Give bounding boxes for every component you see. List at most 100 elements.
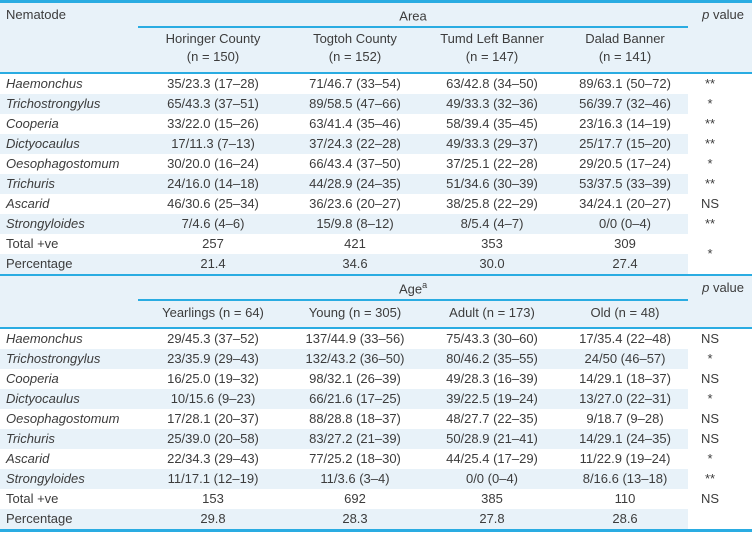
value-cell: 8/5.4 (4–7) [422, 214, 562, 234]
value-cell: 48/27.7 (22–35) [422, 409, 562, 429]
table-row: Cooperia 16/25.0 (19–32) 98/32.1 (26–39) 49… [0, 369, 752, 389]
age-group-superscript: a [422, 280, 428, 290]
value-cell: 29/20.5 (17–24) [562, 154, 689, 174]
column-header-yearlings: Yearlings (n = 64) [138, 300, 288, 329]
value-cell: 9/18.7 (9–28) [562, 409, 689, 429]
value-cell: 50/28.9 (21–41) [422, 429, 562, 449]
p-value-cell: ** [688, 134, 752, 154]
p-value-header-rest-age: value [709, 280, 745, 295]
value-cell: 28.6 [562, 509, 689, 531]
table-row: Oesophagostomum 30/20.0 (16–24) 66/43.4 (3… [0, 154, 752, 174]
table-row: Total +ve 257 421 353 309 * [0, 234, 752, 276]
p-value-cell: * [688, 234, 752, 276]
value-cell: 14/29.1 (18–37) [562, 369, 689, 389]
area-group-header: Area [138, 1, 689, 28]
value-cell: 14/29.1 (24–35) [562, 429, 689, 449]
row-label: Cooperia [0, 369, 138, 389]
p-value-cell: NS [688, 328, 752, 349]
value-cell: 153 [138, 489, 288, 509]
column-header-old: Old (n = 48) [562, 300, 689, 329]
value-cell: 44/28.9 (24–35) [288, 174, 422, 194]
table-row: Trichostrongylus 23/35.9 (29–43) 132/43.2 … [0, 349, 752, 369]
value-cell: 27.4 [562, 254, 689, 276]
value-cell: 34/24.1 (20–27) [562, 194, 689, 214]
age-columns-row: Yearlings (n = 64) Young (n = 305) Adult… [0, 300, 752, 329]
value-cell: 63/41.4 (35–46) [288, 114, 422, 134]
value-cell: 23/35.9 (29–43) [138, 349, 288, 369]
value-cell: 17/11.3 (7–13) [138, 134, 288, 154]
value-cell: 30/20.0 (16–24) [138, 154, 288, 174]
value-cell: 17/28.1 (20–37) [138, 409, 288, 429]
p-value-cell: NS [688, 194, 752, 214]
value-cell: 353 [422, 234, 562, 254]
table-row: Ascarid 46/30.6 (25–34) 36/23.6 (20–27) 38/… [0, 194, 752, 214]
column-header-tumd: Tumd Left Banner (n = 147) [422, 27, 562, 74]
age-group-header: Agea [138, 275, 689, 301]
column-header-togtoh: Togtoh County (n = 152) [288, 27, 422, 74]
row-label: Trichostrongylus [0, 94, 138, 114]
area-group-row: Nematode Area p value [0, 1, 752, 74]
row-label: Percentage [0, 254, 138, 276]
p-value-header-rest: value [709, 7, 745, 22]
value-cell: 36/23.6 (20–27) [288, 194, 422, 214]
row-label: Total +ve [0, 489, 138, 509]
table-row: Cooperia 33/22.0 (15–26) 63/41.4 (35–46) 58… [0, 114, 752, 134]
area-header: Nematode Area p value Horinger County (n … [0, 1, 752, 74]
row-label: Strongyloides [0, 469, 138, 489]
p-value-cell: NS [688, 409, 752, 429]
table-row: Trichuris 25/39.0 (20–58) 83/27.2 (21–39) 5… [0, 429, 752, 449]
p-value-cell: ** [688, 114, 752, 134]
value-cell: 15/9.8 (8–12) [288, 214, 422, 234]
row-label: Ascarid [0, 194, 138, 214]
value-cell: 421 [288, 234, 422, 254]
area-section-body: Haemonchus 35/23.3 (17–28) 71/46.7 (33–54)… [0, 73, 752, 276]
table-row: Percentage 29.8 28.3 27.8 28.6 [0, 509, 752, 531]
value-cell: 137/44.9 (33–56) [288, 328, 422, 349]
value-cell: 24/50 (46–57) [562, 349, 689, 369]
value-cell: 30.0 [422, 254, 562, 276]
value-cell: 10/15.6 (9–23) [138, 389, 288, 409]
table-row: Ascarid 22/34.3 (29–43) 77/25.2 (18–30) 44/… [0, 449, 752, 469]
value-cell: 63/42.8 (34–50) [422, 73, 562, 94]
row-label: Dictyocaulus [0, 389, 138, 409]
value-cell: 53/37.5 (33–39) [562, 174, 689, 194]
age-section-body: Haemonchus 29/45.3 (37–52) 137/44.9 (33–56… [0, 328, 752, 531]
area-columns-row: Horinger County (n = 150) Togtoh County (n… [0, 27, 752, 74]
age-header: Agea p value Yearlings (n = 64) Young (n… [0, 275, 752, 329]
column-header-adult: Adult (n = 173) [422, 300, 562, 329]
p-value-header-age: p value [688, 275, 752, 329]
row-label: Cooperia [0, 114, 138, 134]
value-cell: 0/0 (0–4) [422, 469, 562, 489]
value-cell: 17/35.4 (22–48) [562, 328, 689, 349]
row-label: Trichostrongylus [0, 349, 138, 369]
value-cell: 385 [422, 489, 562, 509]
value-cell: 56/39.7 (32–46) [562, 94, 689, 114]
value-cell: 24/16.0 (14–18) [138, 174, 288, 194]
row-label: Dictyocaulus [0, 134, 138, 154]
value-cell: 89/58.5 (47–66) [288, 94, 422, 114]
value-cell: 22/34.3 (29–43) [138, 449, 288, 469]
value-cell: 29.8 [138, 509, 288, 531]
row-label: Trichuris [0, 174, 138, 194]
value-cell: 49/33.3 (29–37) [422, 134, 562, 154]
value-cell: 44/25.4 (17–29) [422, 449, 562, 469]
p-value-cell: ** [688, 73, 752, 94]
value-cell: 65/43.3 (37–51) [138, 94, 288, 114]
p-value-header-italic-age: p [702, 280, 710, 295]
value-cell: 309 [562, 234, 689, 254]
p-value-cell: * [688, 349, 752, 369]
value-cell: 13/27.0 (22–31) [562, 389, 689, 409]
column-header-young: Young (n = 305) [288, 300, 422, 329]
value-cell: 77/25.2 (18–30) [288, 449, 422, 469]
value-cell: 23/16.3 (14–19) [562, 114, 689, 134]
area-group-label: Area [399, 8, 427, 24]
row-label: Oesophagostomum [0, 154, 138, 174]
value-cell: 75/43.3 (30–60) [422, 328, 562, 349]
value-cell: 58/39.4 (35–45) [422, 114, 562, 134]
table-row: Percentage 21.4 34.6 30.0 27.4 [0, 254, 752, 276]
p-value-cell: NS [688, 369, 752, 389]
value-cell: 66/43.4 (37–50) [288, 154, 422, 174]
age-group-label: Age [398, 281, 423, 297]
table-row: Strongyloides 11/17.1 (12–19) 11/3.6 (3–4)… [0, 469, 752, 489]
